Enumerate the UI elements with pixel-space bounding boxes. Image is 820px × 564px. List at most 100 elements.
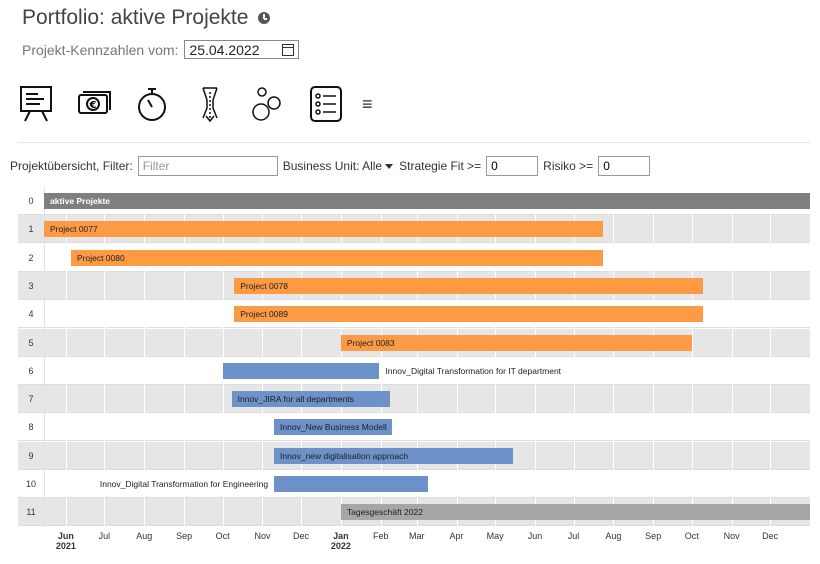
row-number: 2 <box>28 252 34 263</box>
gridline <box>44 187 45 527</box>
axis-month: Mar <box>408 531 425 541</box>
axis-tick-label: Feb <box>373 531 389 541</box>
date-row: Projekt-Kennzahlen vom: 25.04.2022 <box>22 40 300 59</box>
axis-tick-label: Jan 2022 <box>331 531 351 551</box>
month-gridline <box>770 187 772 527</box>
row-number: 3 <box>28 280 34 291</box>
axis-tick-label: Apr <box>450 531 464 541</box>
axis-tick-label: Nov <box>254 531 270 541</box>
month-gridline <box>653 187 655 527</box>
axis-tick-label: Jul <box>568 531 580 541</box>
axis-tick-label: Mar <box>409 531 425 541</box>
gantt-bar[interactable]: Project 0077 <box>44 221 604 238</box>
month-gridline <box>222 187 224 527</box>
month-gridline <box>691 187 693 527</box>
business-unit-dropdown[interactable]: Business Unit: Alle <box>283 159 399 173</box>
risiko-input[interactable] <box>598 156 651 176</box>
gantt-bar[interactable]: Tagesgeschäft 2022 <box>340 504 810 521</box>
gantt-row: 10 <box>18 470 810 498</box>
axis-tick-label: Aug <box>605 531 621 541</box>
gantt-row: 2 <box>18 244 810 272</box>
clock-icon[interactable] <box>258 12 271 24</box>
axis-month: May <box>486 531 504 541</box>
bubbles-icon[interactable] <box>250 84 286 124</box>
axis-month: Nov <box>723 531 740 541</box>
axis-tick-label: Jun <box>528 531 543 541</box>
funnel-arrow-icon[interactable] <box>192 84 228 124</box>
month-gridline <box>184 187 186 527</box>
axis-month: Jan <box>333 531 349 541</box>
date-value: 25.04.2022 <box>189 41 260 58</box>
month-gridline <box>573 187 575 527</box>
toolbar: € ≡ <box>18 84 373 124</box>
gantt-bar[interactable]: Project 0089 <box>234 306 704 323</box>
gantt-bar[interactable]: Innov_new digitalisation approach <box>274 447 514 464</box>
axis-month: Feb <box>372 531 389 541</box>
row-number: 4 <box>28 309 34 320</box>
row-number: 8 <box>28 422 34 433</box>
axis-month: Oct <box>684 531 699 541</box>
month-gridline <box>65 187 67 527</box>
axis-tick-label: Oct <box>685 531 699 541</box>
list-icon[interactable] <box>308 84 344 124</box>
gantt-row: 6 <box>18 357 810 385</box>
row-number: 0 <box>28 196 34 206</box>
stopwatch-icon[interactable] <box>134 84 170 124</box>
gantt-bar[interactable] <box>274 476 429 492</box>
axis-month: Dec <box>293 531 310 541</box>
divider <box>18 142 810 143</box>
axis-month: Aug <box>136 531 153 541</box>
month-gridline <box>534 187 536 527</box>
axis-tick-label: Dec <box>293 531 309 541</box>
gantt-bar[interactable]: Innov_JIRA for all departments <box>231 391 390 408</box>
axis-month: Jul <box>567 531 580 541</box>
month-gridline <box>456 187 458 527</box>
gantt-bar[interactable] <box>222 362 380 379</box>
row-number: 7 <box>28 394 34 405</box>
axis-year: 2021 <box>55 541 76 551</box>
axis-tick-label: May <box>487 531 504 541</box>
axis-tick-label: Sep <box>176 531 192 541</box>
gantt-bar[interactable]: Project 0083 <box>340 334 692 351</box>
axis-tick-label: Sep <box>645 531 661 541</box>
month-gridline <box>380 187 382 527</box>
axis-year: 2022 <box>330 541 351 551</box>
filter-label: Projektübersicht, Filter: <box>10 159 133 173</box>
gantt-bar[interactable]: Innov_New Business Modell <box>274 419 393 436</box>
month-gridline <box>731 187 733 527</box>
gantt-row: 8 <box>18 413 810 442</box>
axis-month: Jul <box>98 531 111 541</box>
axis-month: Dec <box>762 531 779 541</box>
gantt-bar[interactable]: Project 0078 <box>234 277 704 294</box>
money-icon[interactable]: € <box>76 84 112 124</box>
calendar-icon[interactable] <box>282 43 295 56</box>
filter-input[interactable] <box>137 156 278 176</box>
filter-row: Projektübersicht, Filter: Business Unit:… <box>10 156 655 176</box>
time-axis: Jun 2021 Jul Aug Sep Oct Nov Dec Jan 2022 Feb Mar Ap… <box>0 531 820 561</box>
date-label: Projekt-Kennzahlen vom: <box>22 41 179 58</box>
axis-tick-label: Aug <box>136 531 152 541</box>
gantt-chart: 0 1 2 3 4 5 6 7 8 9 10 11 aktive Projekte Project 007… <box>18 187 810 527</box>
gantt-row: 4 <box>18 300 810 329</box>
axis-month: Jun <box>527 531 543 541</box>
row-number: 1 <box>28 224 34 235</box>
month-gridline <box>613 187 615 527</box>
strategie-fit-input[interactable] <box>486 156 539 176</box>
axis-month: Jun <box>57 531 74 541</box>
hamburger-menu-icon[interactable]: ≡ <box>362 93 373 114</box>
gantt-bar[interactable]: aktive Projekte <box>44 193 810 209</box>
row-number: 6 <box>28 365 34 376</box>
month-gridline <box>144 187 146 527</box>
month-gridline <box>104 187 106 527</box>
month-gridline <box>340 187 342 527</box>
page-title: Portfolio: aktive Projekte <box>22 6 271 30</box>
axis-tick-label: Oct <box>216 531 230 541</box>
presentation-board-icon[interactable] <box>18 84 54 124</box>
date-input[interactable]: 25.04.2022 <box>184 40 300 59</box>
month-gridline <box>416 187 418 527</box>
axis-month: Apr <box>449 531 464 541</box>
axis-tick-label: Jul <box>99 531 111 541</box>
axis-month: Nov <box>254 531 271 541</box>
gantt-bar[interactable]: Project 0080 <box>70 249 604 266</box>
strategie-label: Strategie Fit >= <box>399 159 482 173</box>
